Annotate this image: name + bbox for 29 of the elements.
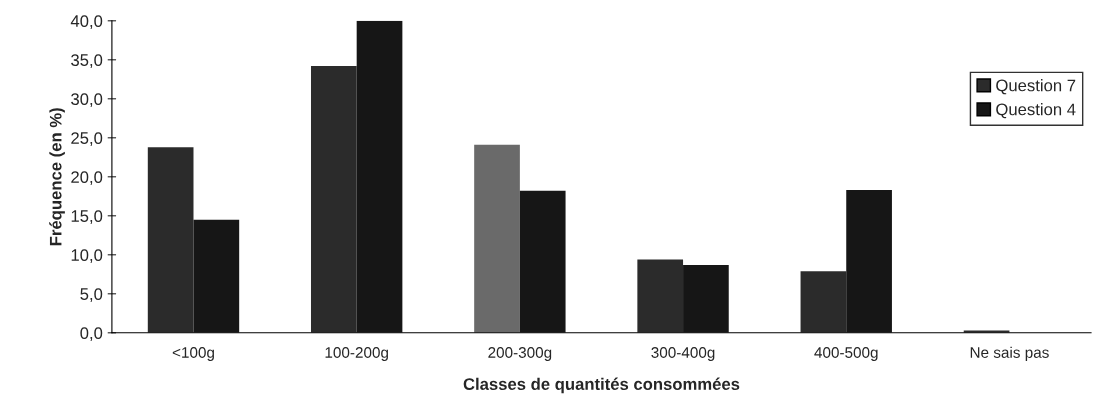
bar xyxy=(846,190,892,333)
bar xyxy=(519,190,566,333)
bar xyxy=(356,20,403,333)
y-tick-label: 35,0 xyxy=(71,54,103,68)
bar xyxy=(310,66,357,333)
y-tick-label: 25,0 xyxy=(71,132,103,146)
y-axis-title: Fréquence (en %) xyxy=(49,108,65,246)
x-tick-label: <100g xyxy=(172,347,214,361)
x-tick-label: 300-400g xyxy=(651,347,715,361)
bar xyxy=(147,147,194,333)
y-tick-label: 10,0 xyxy=(71,249,103,263)
y-tick-label: 30,0 xyxy=(71,93,103,107)
bar xyxy=(683,264,729,333)
x-tick-label: Ne sais pas xyxy=(970,346,1049,361)
bar xyxy=(474,144,520,333)
x-tick-label: 400-500g xyxy=(814,347,878,361)
y-tick-label: 15,0 xyxy=(71,210,103,224)
x-tick-label: 100-200g xyxy=(325,347,388,361)
y-tick-label: 40,0 xyxy=(70,15,103,29)
bar xyxy=(800,271,847,333)
bar xyxy=(637,259,684,333)
legend-label: Question 7 xyxy=(996,79,1076,95)
bar xyxy=(193,219,240,333)
y-tick-label: 0,0 xyxy=(80,327,103,341)
y-tick-label: 5,0 xyxy=(80,288,103,302)
x-axis-title: Classes de quantités consommées xyxy=(463,377,740,394)
y-tick-label: 20,0 xyxy=(71,171,103,185)
x-tick-label: 200-300g xyxy=(488,347,552,361)
legend-label: Question 4 xyxy=(996,103,1076,119)
